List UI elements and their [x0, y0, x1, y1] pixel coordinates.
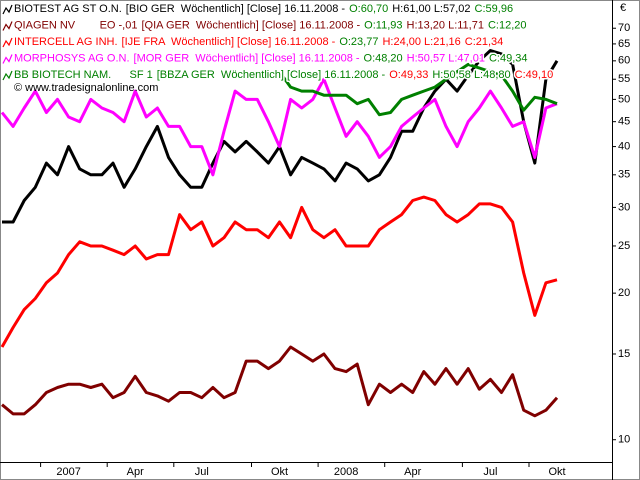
y-tick-label: 20	[618, 287, 630, 299]
plot	[0, 49, 559, 418]
x-tick-label: Okt	[548, 466, 565, 478]
legend-open: O:48,20	[364, 52, 403, 64]
y-tick-label: 60	[618, 55, 630, 67]
legend-icon	[2, 70, 13, 81]
y-tick-label: 55	[618, 73, 630, 85]
legend-info: [BBZA GER Wöchentlich] [Close] 16.11.200…	[157, 69, 386, 81]
legend-info: [QIA GER Wöchentlich] [Close] 16.11.2008…	[141, 19, 360, 31]
legend-icon	[2, 54, 13, 64]
series-line	[0, 195, 558, 348]
series-line	[0, 77, 558, 177]
legend-icon	[2, 21, 13, 31]
legend-open: O:23,77	[339, 36, 378, 48]
legend-entry: BB BIOTECH NAM. SF 1 [BBZA GER Wöchentlic…	[14, 69, 553, 81]
x-tick-label: Apr	[127, 466, 144, 478]
y-tick-label: 25	[618, 240, 630, 252]
legend-open: O:60,70	[349, 3, 388, 15]
legend-open: O:11,93	[364, 19, 402, 31]
y-tick-label: 50	[618, 93, 630, 105]
legend-icon	[2, 4, 13, 15]
legend-icon	[2, 37, 13, 48]
legend-entry: INTERCELL AG INH. [IJE FRA Wöchentlich] […	[14, 36, 503, 48]
y-tick-label: 40	[618, 140, 630, 152]
legend-name: INTERCELL AG INH.	[14, 36, 118, 48]
legend-name: QIAGEN NV EO -,01	[14, 19, 137, 31]
y-tick-label: 65	[618, 38, 630, 50]
legend-high-low: H:61,00 L:57,02	[392, 3, 470, 15]
legend-entry: QIAGEN NV EO -,01 [QIA GER Wöchentlich] […	[14, 19, 527, 31]
y-tick-label: 45	[618, 116, 630, 128]
legend-close: C:21,34	[465, 36, 504, 48]
legend-entry: MORPHOSYS AG O.N. [MOR GER Wöchentlich] […	[14, 52, 528, 64]
y-tick-label: 30	[618, 201, 630, 213]
y-tick-label: 35	[618, 169, 630, 181]
legend-name: BB BIOTECH NAM. SF 1	[14, 69, 153, 81]
x-tick-label: 2007	[56, 466, 80, 478]
legend-info: [MOR GER Wöchentlich] [Close] 16.11.2008…	[134, 52, 360, 64]
y-tick-label: 10	[618, 434, 630, 446]
legend-high-low: H:50,57 L:47,01	[407, 52, 485, 64]
legend-info: [BIO GER Wöchentlich] [Close] 16.11.2008…	[126, 3, 346, 15]
x-tick-label: Jul	[483, 466, 497, 478]
x-tick-label: Okt	[271, 466, 288, 478]
legend-open: O:49,33	[389, 69, 428, 81]
legend-close: C:59,96	[475, 3, 514, 15]
x-tick-label: Apr	[404, 466, 421, 478]
series-line	[278, 62, 558, 117]
legend-close: C:49,10	[515, 69, 554, 81]
legend-close: C:12,20	[488, 19, 527, 31]
legend-name: BIOTEST AG ST O.N.	[14, 3, 122, 15]
legend: BIOTEST AG ST O.N. [BIO GER Wöchentlich] …	[2, 1, 555, 82]
x-tick-label: Jul	[195, 466, 209, 478]
legend-high-low: H:13,20 L:11,71	[407, 19, 484, 31]
y-tick-label: 70	[618, 22, 630, 34]
currency-label: €	[620, 2, 626, 14]
legend-close: C:49,34	[489, 52, 528, 64]
series-line	[1, 345, 559, 418]
legend-info: [IJE FRA Wöchentlich] [Close] 16.11.2008…	[122, 36, 336, 48]
legend-high-low: H:50,58 L:48,80	[432, 69, 510, 81]
legend-name: MORPHOSYS AG O.N.	[14, 52, 130, 64]
watermark: © www.tradesignalonline.com	[14, 82, 158, 94]
legend-high-low: H:24,00 L:21,16	[382, 36, 460, 48]
y-tick-label: 15	[618, 348, 630, 360]
x-tick-label: 2008	[334, 466, 358, 478]
legend-entry: BIOTEST AG ST O.N. [BIO GER Wöchentlich] …	[14, 3, 513, 15]
